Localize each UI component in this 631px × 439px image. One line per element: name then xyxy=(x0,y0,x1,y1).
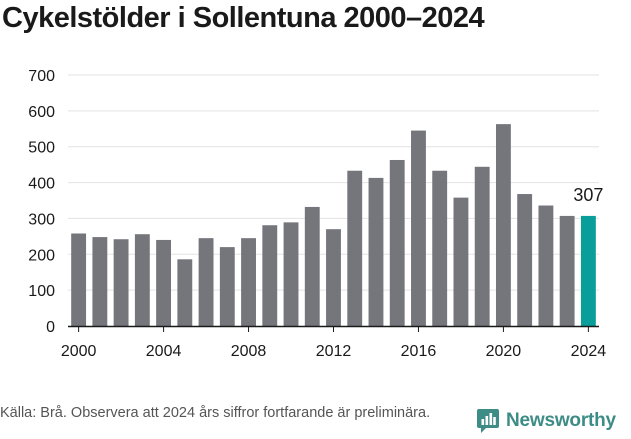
bar xyxy=(495,124,511,326)
y-axis-ticks: 0 100 200 300 400 500 600 700 xyxy=(28,68,55,336)
bar xyxy=(389,159,405,326)
highlight-bar xyxy=(580,215,596,326)
bar-chart-speech-bubble-icon xyxy=(477,409,499,433)
highlight-value-label: 307 xyxy=(573,185,603,205)
bar xyxy=(113,239,129,326)
bar xyxy=(177,259,193,326)
source-note: Källa: Brå. Observera att 2024 års siffr… xyxy=(0,405,431,421)
y-tick-label: 0 xyxy=(46,319,55,336)
bar xyxy=(134,234,150,326)
bar xyxy=(92,237,108,326)
bar xyxy=(241,238,256,326)
bar xyxy=(538,205,554,326)
y-tick-label: 700 xyxy=(28,68,55,85)
chart-title: Cykelstölder i Sollentuna 2000–2024 xyxy=(2,2,485,34)
bar xyxy=(368,177,384,326)
bar xyxy=(347,170,363,326)
x-tick-label: 2000 xyxy=(61,343,97,360)
bar xyxy=(283,222,299,326)
bar xyxy=(453,197,469,326)
x-tick-label: 2012 xyxy=(316,343,352,360)
bar xyxy=(71,233,87,326)
newsworthy-logo[interactable]: Newsworthy xyxy=(476,408,616,434)
y-tick-label: 400 xyxy=(28,176,55,193)
bar xyxy=(559,215,575,326)
x-axis-ticks: 2000 2004 2008 2012 2016 2020 2024 xyxy=(61,326,606,360)
x-tick-label: 2008 xyxy=(231,343,267,360)
bar xyxy=(474,166,490,326)
x-tick-label: 2016 xyxy=(401,343,437,360)
bar xyxy=(326,229,341,326)
bars xyxy=(71,124,596,326)
bar xyxy=(411,130,426,326)
x-tick-label: 2024 xyxy=(571,343,607,360)
bar xyxy=(156,239,172,326)
bar xyxy=(432,170,448,326)
bar xyxy=(198,238,214,326)
bar xyxy=(304,206,320,326)
data-labels: 307 xyxy=(573,185,603,205)
bar xyxy=(262,225,278,326)
brand-name: Newsworthy xyxy=(506,410,616,431)
y-tick-label: 600 xyxy=(28,104,55,121)
x-tick-label: 2020 xyxy=(486,343,522,360)
y-tick-label: 300 xyxy=(28,211,55,228)
y-tick-label: 200 xyxy=(28,247,55,264)
y-tick-label: 100 xyxy=(28,283,55,300)
bar xyxy=(517,194,533,326)
y-tick-label: 500 xyxy=(28,140,55,157)
x-tick-label: 2004 xyxy=(146,343,182,360)
bar xyxy=(219,247,235,326)
